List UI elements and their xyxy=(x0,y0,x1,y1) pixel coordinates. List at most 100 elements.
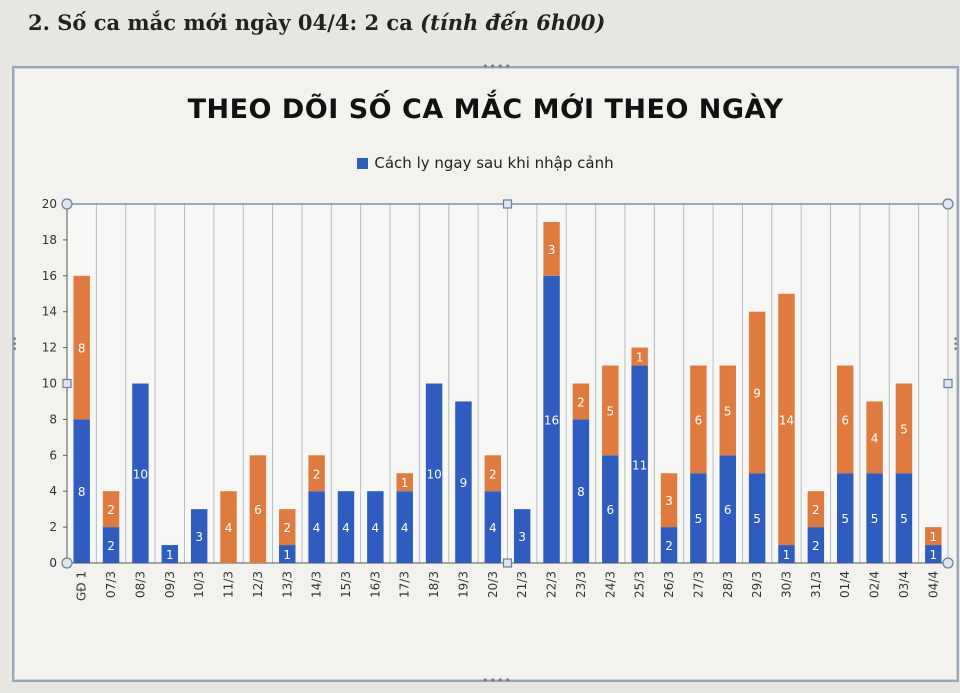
y-tick-label: 20 xyxy=(42,197,57,211)
chart-legend: Cách ly ngay sau khi nhập cảnh xyxy=(14,154,957,172)
data-label: 11 xyxy=(632,458,647,472)
x-tick-label: 18/3 xyxy=(427,571,441,598)
x-tick-label: 20/3 xyxy=(486,571,500,598)
bar-segment xyxy=(895,383,913,474)
resize-handle-left[interactable]: • • • xyxy=(12,335,19,355)
y-tick-label: 0 xyxy=(49,556,57,570)
bar-segment xyxy=(836,365,854,474)
data-label: 1 xyxy=(929,530,937,544)
bar-segment xyxy=(807,491,825,528)
x-tick-label: 23/3 xyxy=(574,571,588,598)
data-label: 3 xyxy=(548,243,556,257)
data-label: 4 xyxy=(313,521,321,535)
data-label: 4 xyxy=(401,521,409,535)
data-label: 1 xyxy=(783,548,791,562)
data-label: 2 xyxy=(107,539,115,553)
data-label: 14 xyxy=(779,413,794,427)
data-label: 6 xyxy=(606,503,614,517)
data-label: 5 xyxy=(753,512,761,526)
y-tick-label: 8 xyxy=(49,412,57,426)
data-label: 4 xyxy=(372,521,380,535)
data-label: 5 xyxy=(841,512,849,526)
bar-segment xyxy=(925,545,942,563)
bar-segment xyxy=(660,527,678,563)
data-label: 6 xyxy=(724,503,732,517)
selection-handle xyxy=(61,198,73,210)
bar-segment xyxy=(425,383,443,563)
bar-segment xyxy=(73,275,90,420)
selection-handle xyxy=(942,198,954,210)
bar-segment xyxy=(631,365,648,563)
bar-segment xyxy=(190,509,208,563)
resize-handle-top[interactable]: •••• xyxy=(482,60,512,73)
data-label: 8 xyxy=(577,485,585,499)
bar-segment xyxy=(73,419,90,563)
document-heading: 2. Số ca mắc mới ngày 04/4: 2 ca (tính đ… xyxy=(28,10,605,35)
bar-segment xyxy=(866,473,883,563)
data-label: 2 xyxy=(489,467,497,481)
bar-segment xyxy=(367,491,384,563)
y-tick-label: 6 xyxy=(49,448,57,462)
data-label: 1 xyxy=(401,476,409,490)
legend-label: Cách ly ngay sau khi nhập cảnh xyxy=(374,154,614,172)
bar-segment xyxy=(396,491,413,563)
x-tick-label: 27/3 xyxy=(691,571,705,598)
chart-frame[interactable]: •••• •••• • • • • • • THEO DÕI SỐ CA MẮC MỚI… xyxy=(12,60,960,687)
data-label: 2 xyxy=(812,503,820,517)
data-label: 8 xyxy=(78,485,86,499)
data-label: 6 xyxy=(841,413,849,427)
x-tick-label: 14/3 xyxy=(310,571,324,598)
bar-segment xyxy=(543,275,560,563)
data-label: 5 xyxy=(871,512,879,526)
data-label: 8 xyxy=(78,342,86,356)
bar-segment xyxy=(102,527,120,563)
data-label: 10 xyxy=(133,467,148,481)
bar-segment xyxy=(132,383,149,563)
bar-segment xyxy=(572,419,590,563)
bar-segment xyxy=(866,401,883,474)
data-label: 2 xyxy=(107,503,115,517)
data-label: 6 xyxy=(695,413,703,427)
bar-segment xyxy=(543,221,560,276)
data-label: 2 xyxy=(577,395,585,409)
resize-handle-right[interactable]: • • • xyxy=(953,335,960,355)
x-tick-label: 13/3 xyxy=(280,571,294,598)
selection-handle xyxy=(61,557,73,569)
data-label: 1 xyxy=(166,548,174,562)
data-label: 3 xyxy=(665,494,673,508)
data-label: 1 xyxy=(283,548,291,562)
data-label: 9 xyxy=(460,476,468,490)
data-label: 10 xyxy=(426,467,441,481)
x-tick-label: 04/4 xyxy=(926,571,940,598)
y-tick-label: 4 xyxy=(49,484,57,498)
data-label: 16 xyxy=(544,413,559,427)
x-tick-label: 15/3 xyxy=(339,571,353,598)
x-tick-label: 22/3 xyxy=(545,571,559,598)
selection-handle xyxy=(502,199,513,209)
bar-segment xyxy=(572,383,590,420)
bar-segment xyxy=(102,491,120,528)
data-label: 4 xyxy=(342,521,350,535)
bar-segment xyxy=(631,347,648,366)
x-tick-label: 02/4 xyxy=(868,571,882,598)
heading-note: (tính đến 6h00) xyxy=(420,10,606,35)
x-tick-label: 11/3 xyxy=(222,571,236,598)
y-tick-label: 14 xyxy=(42,305,57,319)
x-tick-label: 28/3 xyxy=(721,571,735,598)
bar-segment xyxy=(836,473,854,563)
resize-handle-bottom[interactable]: •••• xyxy=(482,674,512,687)
bar-segment xyxy=(748,473,766,563)
y-tick-label: 12 xyxy=(42,341,57,355)
bar-segment xyxy=(455,401,472,563)
data-label: 5 xyxy=(606,404,614,418)
bar-segment xyxy=(602,455,619,563)
x-tick-label: 17/3 xyxy=(398,571,412,598)
bar-segment xyxy=(660,473,678,528)
data-label: 2 xyxy=(665,539,673,553)
bar-segment xyxy=(308,491,325,563)
x-tick-label: 08/3 xyxy=(133,571,147,598)
x-tick-label: 09/3 xyxy=(163,571,177,598)
x-tick-label: 07/3 xyxy=(104,571,118,598)
data-label: 2 xyxy=(812,539,820,553)
